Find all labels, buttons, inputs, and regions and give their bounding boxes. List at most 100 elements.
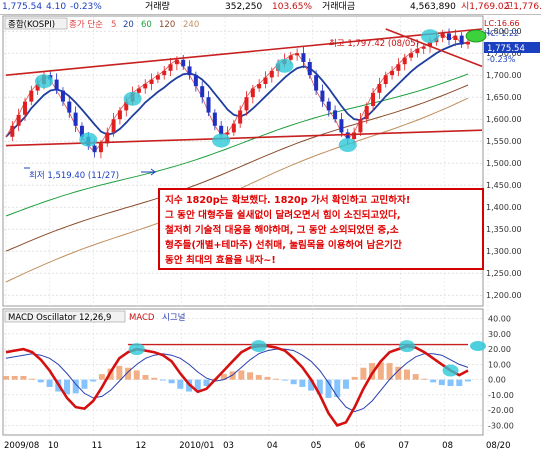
x-tick-label: 08 <box>442 441 453 451</box>
macd-panel-frame <box>2 308 484 436</box>
x-tick-label: 2009/08 <box>4 441 39 451</box>
ma-legend-period: 120 <box>159 20 175 30</box>
oscillator-bar <box>20 375 27 380</box>
candle-body <box>447 33 452 40</box>
quote-header-bar: 1,775.54 4.10 -0.23% 거래량 352,250 103.65%… <box>0 0 541 15</box>
candle-body <box>440 33 445 38</box>
oscillator-bar <box>299 379 306 387</box>
note-line: 지수 1820p는 확보했다. 1820p 가서 확인하고 고민하자! <box>165 195 411 206</box>
price-legend-title-box <box>4 17 68 30</box>
price-legend-title: 종합(KOSPI) <box>8 20 55 30</box>
candle-body <box>124 101 129 111</box>
candle-body <box>257 84 262 89</box>
macd-legend-macd: MACD <box>129 313 155 323</box>
macd-legend-title-box <box>4 310 126 323</box>
candle-body <box>333 110 338 120</box>
oscillator-bar <box>64 379 71 395</box>
candle-body <box>149 79 154 84</box>
price-y-axis: 1,800.00 1,750.00 1,700.00 1,650.00 1,600.00… <box>486 27 522 300</box>
volume-label: 거래량 <box>145 2 170 12</box>
oscillator-bar <box>3 375 9 380</box>
oscillator-bar <box>403 369 410 380</box>
oscillator-bar <box>360 367 367 380</box>
candle-body <box>402 57 407 65</box>
oscillator-bar <box>465 379 471 382</box>
highlight-marker <box>34 74 53 89</box>
oscillator-bar <box>98 374 105 380</box>
candle-body <box>67 101 72 113</box>
macd-highlight-marker <box>442 364 459 377</box>
price-tick-label: 1,250.00 <box>486 269 522 278</box>
high-value: 고1,776.3 <box>505 2 541 12</box>
candle-body <box>301 53 306 62</box>
oscillator-bar <box>430 379 437 383</box>
x-tick-label: 05 <box>311 441 322 451</box>
ma20-line <box>5 41 469 138</box>
candle-body <box>459 35 464 45</box>
price-tick-label: 1,700.00 <box>486 71 522 80</box>
macd-highlight-marker <box>250 340 267 353</box>
volume-value: 352,250 <box>225 2 263 12</box>
ma-legend-period: 20 <box>123 20 134 30</box>
macd-tick-label: -20.00 <box>488 406 514 415</box>
oscillator-bar <box>386 363 393 380</box>
highlight-marker <box>212 133 231 148</box>
candle-body <box>206 97 211 113</box>
oscillator-bar <box>159 379 166 381</box>
amount-value: 4,563,890 <box>410 2 456 12</box>
candle-body <box>263 77 268 84</box>
x-tick-label: 03 <box>223 441 234 451</box>
oscillator-bar <box>421 378 428 380</box>
oscillator-bar <box>151 377 158 380</box>
ma120-line <box>5 84 469 252</box>
oscillator-bar <box>220 374 227 380</box>
candle-body <box>295 53 300 56</box>
note-line: 그 동안 대형주들 쉴새없이 달려오면서 힘이 소진되고있다, <box>165 210 401 221</box>
candle-body <box>453 35 458 40</box>
oscillator-bar <box>133 370 140 380</box>
candle-body <box>225 132 230 135</box>
candle-body <box>244 97 249 111</box>
candle-body <box>339 119 344 133</box>
oscillator-bar <box>264 376 271 380</box>
macd-legend-title: MACD Oscillator 12,26,9 <box>8 313 111 323</box>
oscillator-bar <box>46 379 53 387</box>
candle-body <box>143 84 148 89</box>
candle-body <box>390 70 395 76</box>
highlight-markers <box>34 29 440 152</box>
oscillator-bar <box>412 374 419 380</box>
oscillator-bar <box>247 372 254 380</box>
x-tick-label: 08/20 <box>486 441 511 451</box>
price-tick-label: 1,300.00 <box>486 247 522 256</box>
x-tick-label: 06 <box>355 441 366 451</box>
oscillator-bar <box>168 379 175 384</box>
candle-body <box>92 145 97 153</box>
macd-right-marker <box>470 341 486 351</box>
oscillator-bar <box>325 379 332 398</box>
oscillator-bar <box>177 379 184 389</box>
candle-body <box>10 125 15 137</box>
candle-body <box>231 123 236 133</box>
candle-body <box>212 112 217 126</box>
candle-body <box>16 114 21 126</box>
highlight-marker <box>421 29 440 44</box>
trendline <box>385 28 483 68</box>
oscillator-bar <box>125 367 132 380</box>
macd-legend-signal: 시그널 <box>162 313 185 323</box>
candle-body <box>377 84 382 93</box>
price-tick-label: 1,550.00 <box>486 137 522 146</box>
candle-body <box>219 125 224 135</box>
oscillator-bar <box>395 366 402 380</box>
price-tick-label: 1,650.00 <box>486 93 522 102</box>
current-price-tag-box <box>484 42 540 53</box>
oscillator-bar <box>438 379 445 386</box>
oscillator-bar <box>11 375 18 380</box>
x-tick-label: 11 <box>92 441 103 451</box>
ma-legend: 5 20 60 120 240 <box>111 20 199 30</box>
note-line: 형주들(개별+테마주) 선취매, 눌림목을 이용하여 남은기간 <box>165 240 402 251</box>
candle-body <box>345 132 350 139</box>
ma-legend-period: 240 <box>183 20 199 30</box>
oscillator-bar <box>116 365 123 380</box>
x-tick-label: 10 <box>48 441 59 451</box>
